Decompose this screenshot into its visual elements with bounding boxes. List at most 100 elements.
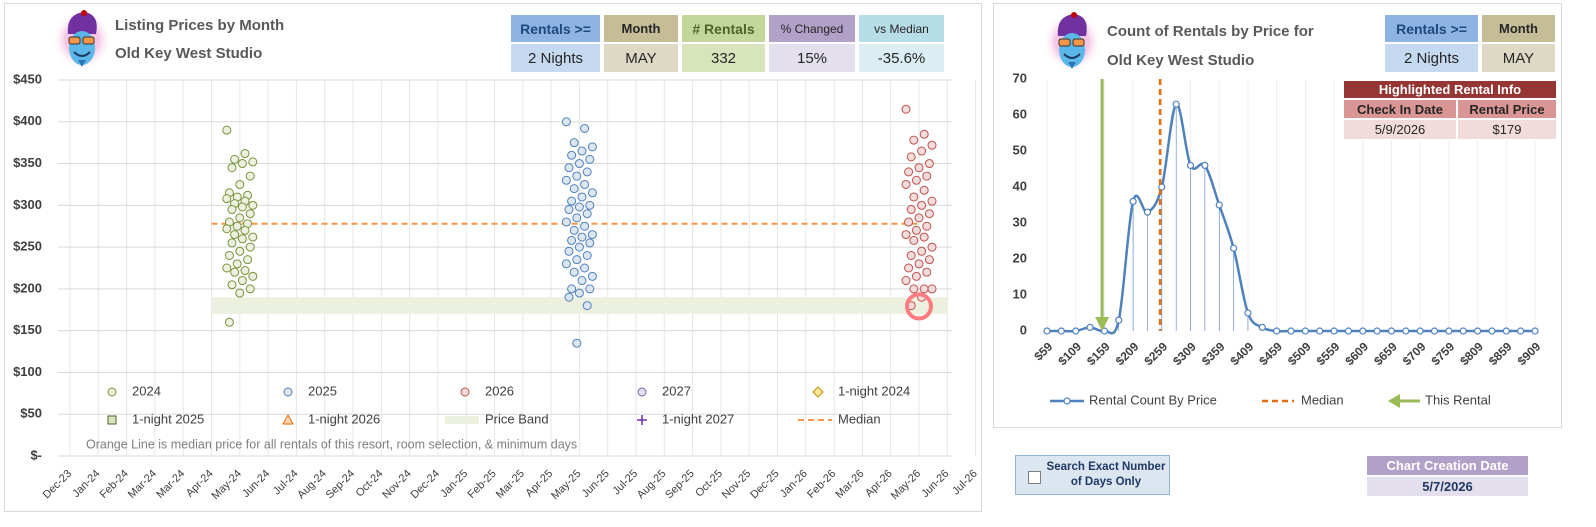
y-tick-label: $- bbox=[30, 447, 42, 462]
data-point bbox=[924, 209, 934, 219]
legend-label: Median bbox=[838, 411, 881, 426]
y-tick-label: 20 bbox=[1013, 250, 1027, 265]
x-tick-label: Nov-24 bbox=[380, 468, 414, 502]
data-point bbox=[224, 250, 234, 260]
data-point bbox=[1287, 327, 1295, 335]
legend-label: 1-night 2024 bbox=[838, 383, 910, 398]
data-point bbox=[564, 205, 574, 215]
legend-symbol bbox=[283, 387, 293, 397]
stat-value: 2 Nights bbox=[1384, 43, 1479, 73]
legend-symbol bbox=[637, 415, 647, 425]
data-point bbox=[582, 250, 592, 260]
data-point bbox=[919, 129, 929, 139]
stat-value: MAY bbox=[603, 43, 679, 73]
data-point bbox=[1215, 201, 1223, 209]
y-tick-label: $400 bbox=[13, 113, 42, 128]
data-point bbox=[1115, 316, 1123, 324]
legend-symbol bbox=[445, 416, 479, 424]
data-point bbox=[1402, 327, 1410, 335]
data-point bbox=[1129, 197, 1137, 205]
data-point bbox=[911, 225, 921, 235]
data-point bbox=[1316, 327, 1324, 335]
x-tick-label: Nov-25 bbox=[720, 468, 754, 502]
data-point bbox=[904, 167, 914, 177]
x-tick-label: Aug-25 bbox=[635, 468, 669, 502]
data-point bbox=[906, 205, 916, 215]
data-point bbox=[927, 242, 937, 252]
data-point bbox=[1172, 100, 1180, 108]
data-point bbox=[1416, 327, 1424, 335]
data-point bbox=[1330, 327, 1338, 335]
x-tick-label: $609 bbox=[1342, 339, 1371, 368]
data-point bbox=[924, 159, 934, 169]
x-tick-label: $59 bbox=[1031, 339, 1055, 363]
price-band bbox=[211, 297, 948, 314]
x-tick-label: Aug-24 bbox=[295, 468, 329, 502]
table-title: Highlighted Rental Info bbox=[1343, 80, 1557, 99]
x-tick-label: Jun-24 bbox=[240, 468, 272, 500]
x-tick-label: May-25 bbox=[549, 468, 583, 502]
x-tick-label: $709 bbox=[1400, 339, 1429, 368]
checkbox[interactable] bbox=[1028, 471, 1041, 484]
data-point bbox=[1488, 327, 1496, 335]
data-point bbox=[1517, 327, 1525, 335]
data-point bbox=[1201, 161, 1209, 169]
data-point bbox=[240, 149, 250, 159]
data-point bbox=[906, 152, 916, 162]
legend-label: 1-night 2025 bbox=[132, 411, 204, 426]
data-point bbox=[1301, 327, 1309, 335]
data-point bbox=[1531, 327, 1539, 335]
data-point bbox=[574, 288, 584, 298]
data-point bbox=[569, 184, 579, 194]
x-tick-label: $859 bbox=[1486, 339, 1515, 368]
y-tick-label: 30 bbox=[1013, 214, 1027, 229]
data-point bbox=[922, 267, 932, 277]
data-point bbox=[1158, 183, 1166, 191]
legend-symbol bbox=[1388, 394, 1400, 408]
x-tick-label: $409 bbox=[1228, 339, 1257, 368]
data-point bbox=[1445, 327, 1453, 335]
data-point bbox=[577, 276, 587, 286]
y-tick-label: 70 bbox=[1013, 70, 1027, 85]
data-point bbox=[240, 225, 250, 235]
table-header: Rental Price bbox=[1457, 99, 1557, 119]
data-point bbox=[564, 246, 574, 256]
data-point bbox=[922, 221, 932, 231]
right-panel bbox=[993, 3, 1562, 428]
this-rental-arrowhead bbox=[1095, 317, 1110, 331]
y-tick-label: 0 bbox=[1020, 322, 1027, 337]
data-point bbox=[909, 135, 919, 145]
data-point bbox=[587, 230, 597, 240]
data-point bbox=[1258, 323, 1266, 331]
legend-label: 1-night 2026 bbox=[308, 411, 380, 426]
data-point bbox=[901, 104, 911, 114]
legend-symbol bbox=[107, 387, 117, 397]
checkbox-control[interactable]: Search Exact Number of Days Only bbox=[1015, 455, 1170, 495]
x-tick-label: Oct-25 bbox=[693, 468, 725, 500]
chart-note: Orange Line is median price for all rent… bbox=[86, 437, 577, 451]
x-tick-label: Feb-24 bbox=[98, 468, 131, 501]
data-point bbox=[237, 202, 247, 212]
chart-title: Listing Prices by Month bbox=[115, 17, 285, 34]
legend-label: 2027 bbox=[662, 383, 691, 398]
data-point bbox=[909, 192, 919, 202]
data-point bbox=[222, 263, 232, 273]
x-tick-label: Jun-26 bbox=[919, 468, 951, 500]
data-point bbox=[574, 242, 584, 252]
x-tick-label: $209 bbox=[1113, 339, 1142, 368]
data-point bbox=[924, 255, 934, 265]
data-point bbox=[1473, 327, 1482, 335]
table-cell: 5/9/2026 bbox=[1343, 119, 1457, 140]
legend-symbol bbox=[1063, 397, 1071, 405]
x-tick-label: Dec-25 bbox=[748, 468, 782, 502]
data-point bbox=[587, 271, 597, 281]
checkbox-label[interactable]: Search Exact Number of Days Only bbox=[1046, 461, 1166, 488]
data-point bbox=[235, 179, 245, 189]
legend-label: 1-night 2027 bbox=[662, 411, 734, 426]
data-point bbox=[1057, 327, 1065, 335]
legend-label: This Rental bbox=[1425, 392, 1491, 407]
data-point bbox=[232, 221, 242, 231]
data-point bbox=[919, 284, 929, 294]
data-point bbox=[585, 238, 595, 248]
